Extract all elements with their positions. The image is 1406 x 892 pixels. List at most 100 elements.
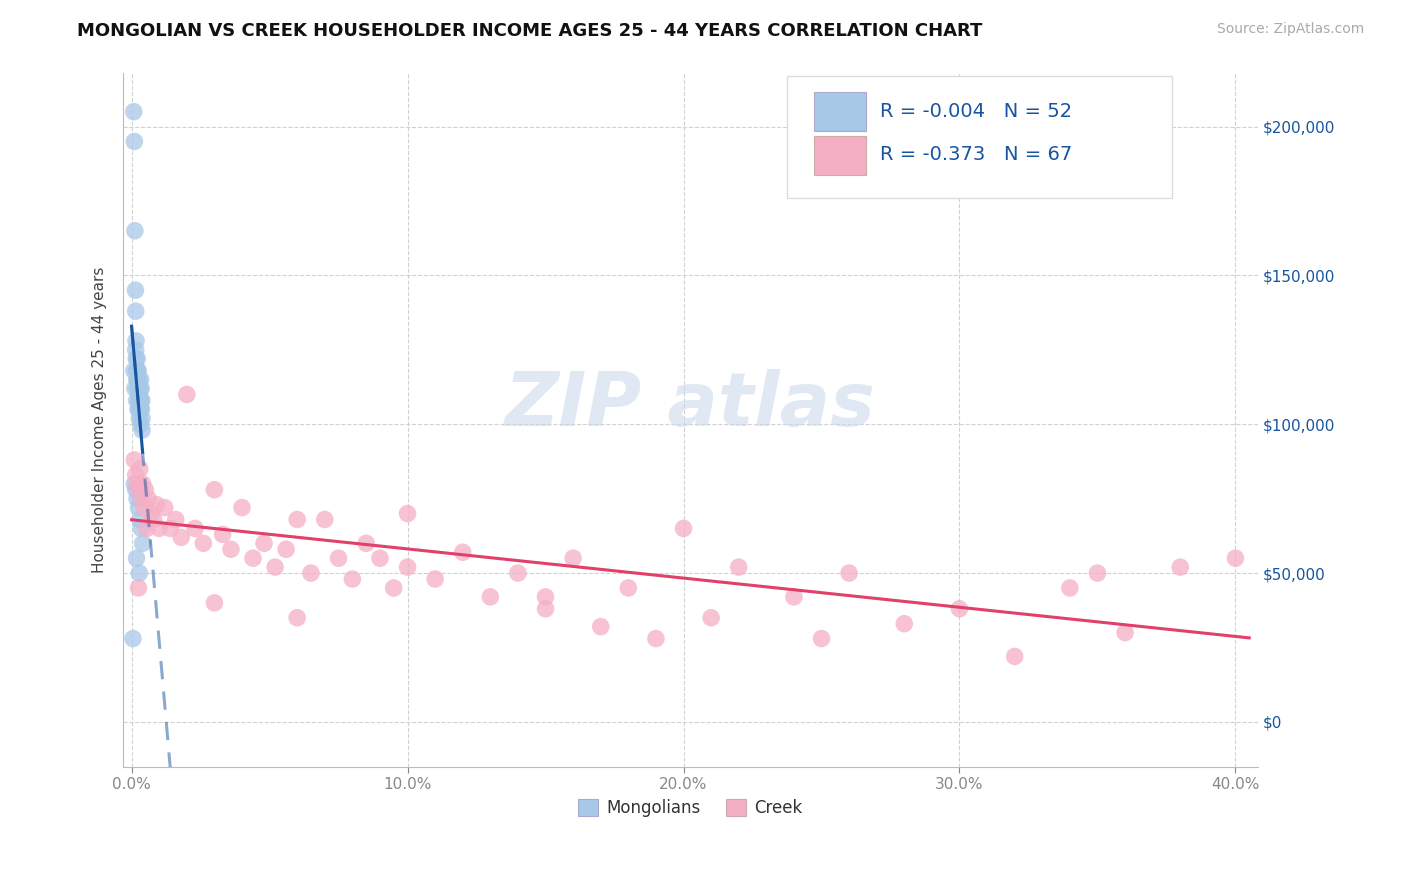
Point	[534, 590, 557, 604]
Point	[124, 135, 146, 149]
Point	[328, 551, 350, 566]
Point	[128, 462, 150, 476]
Point	[129, 373, 152, 387]
FancyBboxPatch shape	[814, 93, 866, 131]
Point	[562, 551, 585, 566]
Point	[125, 304, 148, 318]
Point	[129, 417, 152, 432]
Point	[127, 402, 149, 417]
Point	[231, 500, 253, 515]
Point	[127, 382, 149, 396]
Point	[129, 393, 152, 408]
FancyBboxPatch shape	[787, 77, 1173, 198]
Point	[128, 382, 150, 396]
Point	[506, 566, 529, 580]
FancyBboxPatch shape	[814, 136, 866, 175]
Point	[122, 104, 145, 119]
Point	[948, 602, 970, 616]
Point	[129, 402, 152, 417]
Point	[211, 527, 233, 541]
Point	[1114, 625, 1136, 640]
Point	[127, 364, 149, 378]
Point	[125, 343, 148, 357]
Point	[127, 491, 149, 506]
Point	[165, 512, 187, 526]
Point	[128, 402, 150, 417]
Text: R = -0.004   N = 52: R = -0.004 N = 52	[880, 102, 1071, 120]
Point	[129, 521, 152, 535]
Point	[128, 382, 150, 396]
Point	[128, 402, 150, 417]
Point	[128, 512, 150, 526]
Point	[893, 616, 915, 631]
Point	[479, 590, 502, 604]
Text: Source: ZipAtlas.com: Source: ZipAtlas.com	[1216, 22, 1364, 37]
Point	[125, 373, 148, 387]
Point	[264, 560, 287, 574]
Point	[131, 423, 153, 437]
Point	[342, 572, 364, 586]
Point	[534, 602, 557, 616]
Point	[127, 351, 149, 366]
Point	[125, 393, 148, 408]
Point	[589, 620, 612, 634]
Point	[122, 632, 145, 646]
Point	[129, 491, 152, 506]
Point	[242, 551, 264, 566]
Point	[128, 387, 150, 401]
Point	[219, 542, 242, 557]
Point	[124, 476, 146, 491]
Point	[127, 483, 149, 497]
Point	[127, 476, 149, 491]
Point	[176, 387, 198, 401]
Point	[124, 382, 146, 396]
Point	[127, 364, 149, 378]
Point	[145, 498, 167, 512]
Point	[314, 512, 336, 526]
Point	[285, 611, 308, 625]
Point	[1004, 649, 1026, 664]
Legend: Mongolians, Creek: Mongolians, Creek	[572, 793, 810, 824]
Point	[142, 512, 165, 526]
Point	[134, 483, 156, 497]
Point	[184, 521, 207, 535]
Point	[129, 393, 152, 408]
Point	[127, 373, 149, 387]
Point	[128, 393, 150, 408]
Point	[783, 590, 806, 604]
Point	[122, 364, 145, 378]
Point	[125, 483, 148, 497]
Point	[368, 551, 391, 566]
Point	[132, 500, 155, 515]
Y-axis label: Householder Income Ages 25 - 44 years: Householder Income Ages 25 - 44 years	[93, 267, 107, 573]
Point	[125, 551, 148, 566]
Point	[1225, 551, 1247, 566]
Point	[127, 364, 149, 378]
Point	[127, 581, 149, 595]
Point	[202, 483, 225, 497]
Point	[396, 560, 419, 574]
Point	[299, 566, 322, 580]
Point	[131, 393, 153, 408]
Text: ZIP atlas: ZIP atlas	[505, 369, 876, 442]
Point	[159, 521, 181, 535]
Point	[128, 566, 150, 580]
Point	[170, 530, 193, 544]
Point	[451, 545, 474, 559]
Point	[131, 411, 153, 425]
Point	[124, 283, 146, 297]
Text: MONGOLIAN VS CREEK HOUSEHOLDER INCOME AGES 25 - 44 YEARS CORRELATION CHART: MONGOLIAN VS CREEK HOUSEHOLDER INCOME AG…	[77, 22, 983, 40]
Point	[125, 351, 148, 366]
Point	[253, 536, 276, 550]
Text: R = -0.373   N = 67: R = -0.373 N = 67	[880, 145, 1073, 164]
Point	[285, 512, 308, 526]
Point	[127, 382, 149, 396]
Point	[396, 507, 419, 521]
Point	[124, 453, 146, 467]
Point	[1168, 560, 1191, 574]
Point	[128, 411, 150, 425]
Point	[423, 572, 446, 586]
Point	[727, 560, 749, 574]
Point	[124, 224, 146, 238]
Point	[838, 566, 860, 580]
